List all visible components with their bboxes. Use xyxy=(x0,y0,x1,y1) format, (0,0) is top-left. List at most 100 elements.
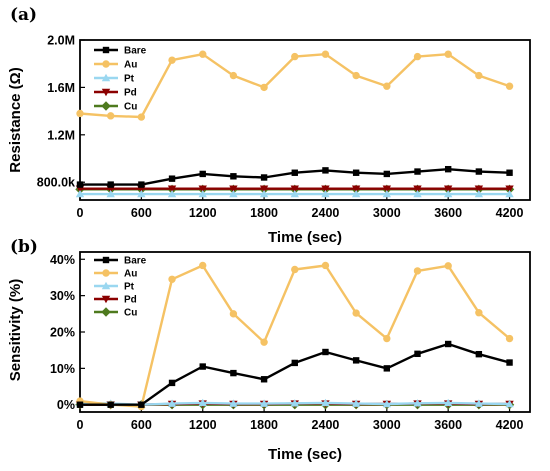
data-point-pt xyxy=(259,189,269,198)
data-point-au xyxy=(475,309,483,317)
series-bare xyxy=(76,340,513,408)
x-tick-label: 3000 xyxy=(373,206,401,220)
data-point-pt xyxy=(198,398,207,407)
data-point-bare xyxy=(107,181,114,188)
data-point-bare xyxy=(414,168,421,175)
data-point-au xyxy=(444,50,452,58)
data-point-pd xyxy=(290,185,299,193)
data-point-pt xyxy=(137,189,146,198)
data-point-bare xyxy=(291,359,298,367)
panel-a-y-axis-label: Resistance (Ω) xyxy=(7,67,24,172)
x-tick-label: 2400 xyxy=(312,206,340,220)
series-line-au xyxy=(79,264,511,408)
data-point-bare xyxy=(168,379,176,387)
data-point-bare xyxy=(260,376,268,383)
panel-b-sensitivity-chart: (b) 0 600 1200 1800 2400 3000 3600 4200 0% 10% 20%… xyxy=(7,237,531,463)
data-point-au xyxy=(260,83,268,92)
y-tick-label: 10% xyxy=(50,362,75,376)
data-point-bare xyxy=(352,169,360,176)
data-point-pd xyxy=(413,185,422,193)
panel-b-label: (b) xyxy=(10,237,38,257)
legend-item-pt: Pt xyxy=(94,282,135,293)
data-point-pt xyxy=(167,189,177,198)
legend-item-au: Au xyxy=(94,269,137,280)
data-point-bare xyxy=(199,363,206,370)
legend-marker-pd xyxy=(101,295,111,304)
data-point-pt xyxy=(321,398,330,407)
data-point-bare xyxy=(414,350,421,358)
data-point-pt xyxy=(290,399,299,407)
legend-label-pt: Pt xyxy=(124,282,135,293)
data-point-bare xyxy=(107,401,114,408)
x-tick-label: 3600 xyxy=(434,206,462,220)
x-tick-label: 1800 xyxy=(250,418,278,432)
series-pt xyxy=(75,189,514,198)
data-point-bare xyxy=(322,167,329,174)
legend-label-bare: Bare xyxy=(124,46,147,57)
legend-marker-pt xyxy=(101,73,111,82)
data-point-pt xyxy=(351,189,361,198)
data-point-bare xyxy=(138,401,145,408)
data-point-bare xyxy=(76,181,84,188)
data-point-au xyxy=(321,261,330,270)
legend-label-pt: Pt xyxy=(124,74,135,85)
data-point-au xyxy=(505,334,514,343)
legend-label-pd: Pd xyxy=(124,88,137,99)
data-point-bare xyxy=(383,170,391,178)
data-point-au xyxy=(229,310,238,318)
legend-label-au: Au xyxy=(124,269,137,280)
panel-b-series xyxy=(75,261,515,411)
data-point-pt xyxy=(259,399,269,407)
data-point-au xyxy=(413,267,422,275)
panel-a-legend: Bare Au Pt Pd Cu xyxy=(94,46,147,113)
x-tick-label: 1200 xyxy=(189,418,217,432)
data-point-bare xyxy=(444,340,452,348)
data-point-pt xyxy=(321,189,330,198)
legend-marker-bare xyxy=(102,46,110,54)
data-point-pt xyxy=(198,189,207,198)
legend-marker-cu xyxy=(101,101,111,111)
legend-item-cu: Cu xyxy=(94,101,137,113)
x-tick-label: 600 xyxy=(131,206,152,220)
data-point-pd xyxy=(351,185,361,193)
series-line-au xyxy=(79,53,510,119)
legend-item-cu: Cu xyxy=(94,307,137,319)
legend-item-bare: Bare xyxy=(94,256,147,267)
data-point-pd xyxy=(505,185,514,193)
panel-b-plot-frame xyxy=(79,251,531,413)
data-point-pt xyxy=(413,189,422,198)
data-point-pt xyxy=(413,399,422,407)
data-point-pd xyxy=(259,185,269,193)
data-point-au xyxy=(291,52,299,61)
data-point-au xyxy=(413,52,422,61)
data-point-bare xyxy=(230,173,237,180)
data-point-au xyxy=(76,109,84,118)
legend-label-au: Au xyxy=(124,60,137,71)
panel-a-resistance-chart: (a) 0 600 1200 1800 2400 3000 3600 4200 800.0k 1.… xyxy=(7,5,531,246)
data-point-bare xyxy=(352,357,360,364)
data-point-au xyxy=(352,71,360,80)
legend-marker-pt xyxy=(101,281,111,290)
data-point-pt xyxy=(474,189,484,198)
data-point-bare xyxy=(168,175,176,182)
legend-label-bare: Bare xyxy=(124,256,147,267)
legend-label-cu: Cu xyxy=(124,308,137,319)
data-point-pd xyxy=(198,185,207,193)
data-point-pt xyxy=(382,189,392,198)
x-tick-label: 1800 xyxy=(250,206,278,220)
data-point-bare xyxy=(322,348,329,356)
data-point-pd xyxy=(443,185,453,193)
x-tick-label: 2400 xyxy=(312,418,340,432)
y-tick-label: 0% xyxy=(57,398,75,412)
data-point-au xyxy=(260,338,268,346)
y-tick-label: 1.6M xyxy=(47,81,75,95)
x-tick-label: 600 xyxy=(131,418,152,432)
data-point-pd xyxy=(321,185,330,193)
legend-marker-bare xyxy=(102,256,110,264)
data-point-bare xyxy=(76,401,84,408)
data-point-pt xyxy=(382,399,392,408)
data-point-pd xyxy=(167,185,177,193)
data-point-bare xyxy=(199,170,206,178)
data-point-bare xyxy=(260,174,268,181)
x-tick-label: 3000 xyxy=(373,418,401,432)
